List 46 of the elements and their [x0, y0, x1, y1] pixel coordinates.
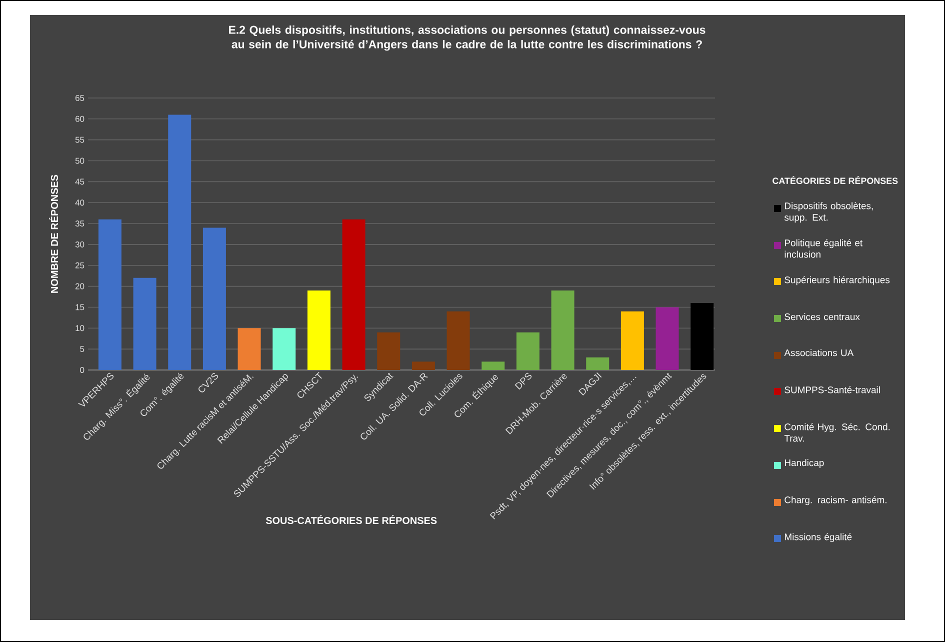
legend-label: Charg. racism- antisém.: [784, 496, 886, 506]
bar: [133, 278, 156, 370]
legend-label: Politique égalité et inclusion: [784, 239, 863, 258]
y-tick-label: 15: [76, 304, 84, 310]
y-tick-label: 55: [75, 136, 84, 143]
chart-title: E.2 Quels dispositifs, institutions, associations ou personnes (statut) connaissez-vous au sein de l’Université d’Angers dans le cadre de la lutte contre les discriminations ?: [229, 26, 706, 51]
bar: [482, 362, 505, 370]
bar: [620, 311, 644, 370]
legend-label: SUMPPS-Santé-travail: [784, 386, 880, 394]
x-axis-title: SOUS-CATÉGORIES DE RÉPONSES: [266, 515, 437, 524]
legend-label: Dispositifs obsolètes, supp. Ext.: [784, 202, 873, 223]
y-tick-label: 10: [76, 325, 84, 332]
y-tick-label: 45: [75, 178, 84, 185]
bar: [307, 290, 330, 370]
bar: [168, 114, 192, 370]
bar: [690, 303, 714, 370]
legend-label: Handicap: [784, 459, 824, 468]
bar: [656, 307, 679, 370]
bar: [202, 228, 226, 370]
bar: [98, 219, 122, 370]
bar: [551, 290, 574, 370]
bar: [516, 332, 540, 370]
bar: [586, 357, 610, 370]
bar: [238, 328, 261, 370]
bar: [412, 362, 435, 370]
bar: [342, 219, 366, 370]
y-tick-label: 35: [75, 220, 84, 227]
y-tick-label: 20: [75, 283, 84, 290]
y-tick-label: 65: [76, 94, 84, 101]
legend-label: Missions égalité: [784, 533, 852, 542]
y-tick-label: 50: [75, 158, 84, 164]
legend-label: Associations UA: [784, 349, 854, 356]
legend-label: Supérieurs hiérarchiques: [784, 276, 890, 286]
y-tick-label: 0: [80, 366, 84, 373]
bar: [377, 332, 400, 370]
bar: [446, 311, 470, 370]
legend-label: Services centraux: [784, 313, 860, 320]
y-tick-label: 30: [75, 241, 84, 248]
legend-label: Comité Hyg. Séc. Cond. Trav.: [784, 423, 890, 442]
bar: [272, 328, 296, 370]
legend-title: CATÉGORIES DE RÉPONSES: [772, 176, 898, 184]
y-tick-label: 40: [75, 200, 84, 206]
y-tick-label: 25: [75, 262, 84, 268]
y-tick-label: 60: [76, 116, 84, 122]
y-axis-title: NOMBRE DE RÉPONSES: [49, 174, 58, 293]
y-tick-label: 5: [80, 346, 84, 352]
